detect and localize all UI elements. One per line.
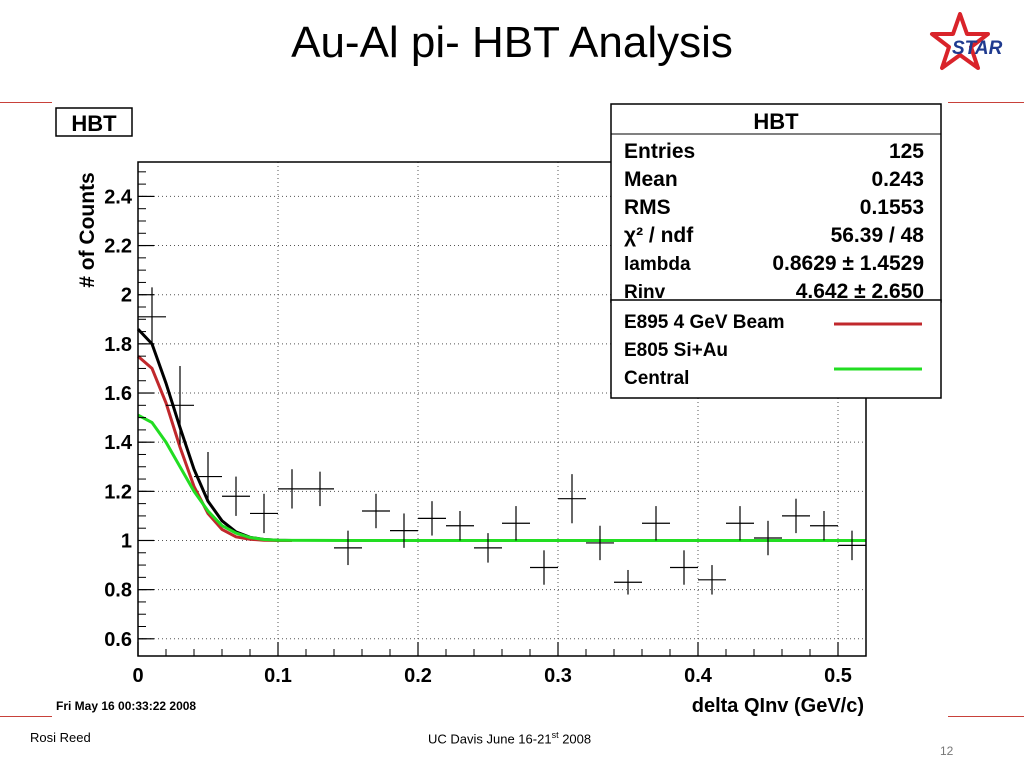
hist-name: HBT: [71, 111, 117, 136]
legend-box: E895 4 GeV Beam E805 Si+Au Central: [610, 299, 942, 399]
y-tick-label: 1.2: [104, 481, 132, 503]
stats-value: 0.8629 ± 1.4529: [772, 252, 924, 275]
slide-title: Au-Al pi- HBT Analysis: [291, 18, 733, 67]
y-tick-label: 0.6: [104, 629, 132, 651]
x-tick-label: 0.3: [544, 665, 572, 687]
stats-rows: Entries 125 Mean 0.243 RMS 0.1553 χ² / ndf 56.3…: [624, 140, 924, 303]
y-tick-label: 2.4: [104, 186, 133, 208]
stats-box: HBT Entries 125 Mean 0.243 RMS 0.1553 χ² / ndf…: [610, 103, 942, 303]
stats-label: Rinv: [624, 282, 666, 303]
data-point: [278, 469, 306, 509]
data-point: [194, 452, 222, 502]
stats-label: χ² / ndf: [624, 224, 694, 247]
data-point: [166, 365, 194, 445]
plot-canvas: 0 0.1 0.2 0.3 0.4 0.5 0.6 0.8 1 1.2 1.4 1.6 1.8 2 2.2 2…: [52, 102, 948, 717]
data-point: [474, 533, 502, 563]
data-point: [782, 498, 810, 534]
page-number: 12: [940, 744, 954, 758]
x-tick-label: 0.4: [684, 665, 713, 687]
data-point: [390, 513, 418, 548]
legend-label-central: Central: [624, 368, 689, 389]
data-points: [138, 287, 866, 595]
axis-ticks: 0 0.1 0.2 0.3 0.4 0.5 0.6 0.8 1 1.2 1.4 1.6 1.8 2 2.2 2…: [104, 171, 867, 687]
data-point: [754, 520, 782, 556]
stats-label: lambda: [624, 254, 691, 275]
legend-label-e895: E895 4 GeV Beam: [624, 312, 785, 333]
stats-value: 125: [889, 140, 924, 163]
footer-rule-right: [948, 716, 1024, 717]
data-point: [810, 510, 838, 541]
x-tick-label: 0.1: [264, 665, 292, 687]
footer-event: UC Davis June 16-21st 2008: [428, 730, 591, 746]
data-point: [698, 565, 726, 595]
data-point: [614, 569, 642, 595]
x-tick-label: 0.5: [824, 665, 852, 687]
y-axis-label: # of Counts: [76, 172, 99, 288]
data-point: [250, 493, 278, 534]
data-point: [306, 471, 334, 507]
stats-value: 4.642 ± 2.650: [796, 280, 924, 303]
stats-label: Entries: [624, 140, 695, 163]
data-point: [586, 525, 614, 561]
data-point: [530, 550, 558, 585]
data-point: [362, 493, 390, 529]
hist-name-box: HBT: [55, 107, 133, 137]
stats-title: HBT: [753, 109, 799, 134]
data-point: [558, 474, 586, 524]
star-shape: [930, 12, 990, 70]
data-point: [418, 501, 446, 536]
footer-event-text: UC Davis June 16-21: [428, 731, 552, 747]
x-tick-label: 0: [132, 665, 143, 687]
data-point: [838, 530, 866, 561]
footer-event-year: 2008: [558, 731, 592, 747]
y-tick-label: 2.2: [104, 236, 132, 258]
logo-text: STAR: [952, 38, 1003, 59]
y-tick-label: 1: [121, 530, 132, 552]
stats-value: 56.39 / 48: [831, 224, 925, 247]
y-tick-label: 1.4: [104, 432, 133, 454]
data-point: [138, 287, 166, 347]
data-point: [642, 506, 670, 541]
y-tick-label: 1.8: [104, 334, 132, 356]
data-point: [670, 550, 698, 585]
data-point: [446, 510, 474, 541]
timestamp: Fri May 16 00:33:22 2008: [56, 699, 196, 713]
legend-label-e805: E805 Si+Au: [624, 340, 728, 361]
fit-curves: [136, 328, 866, 542]
footer-event-sup: st: [551, 730, 559, 740]
y-tick-label: 2: [121, 285, 132, 307]
stats-label: Mean: [624, 168, 678, 191]
data-point: [222, 476, 250, 516]
data-point: [726, 506, 754, 541]
y-tick-label: 0.8: [104, 580, 132, 602]
stats-value: 0.243: [871, 168, 924, 191]
x-axis-label: delta QInv (GeV/c): [692, 695, 864, 716]
stats-value: 0.1553: [860, 196, 924, 219]
footer-author: Rosi Reed: [30, 730, 91, 745]
star-logo-icon: STAR: [930, 12, 1003, 70]
data-point: [502, 506, 530, 541]
data-point: [334, 530, 362, 566]
stats-label: RMS: [624, 196, 671, 219]
hbt-chart: 0 0.1 0.2 0.3 0.4 0.5 0.6 0.8 1 1.2 1.4 1.6 1.8 2 2.2 2…: [55, 103, 942, 717]
x-tick-label: 0.2: [404, 665, 432, 687]
footer-rule-left: [0, 716, 52, 717]
fit-curve-2: [137, 413, 866, 542]
y-tick-label: 1.6: [104, 383, 132, 405]
